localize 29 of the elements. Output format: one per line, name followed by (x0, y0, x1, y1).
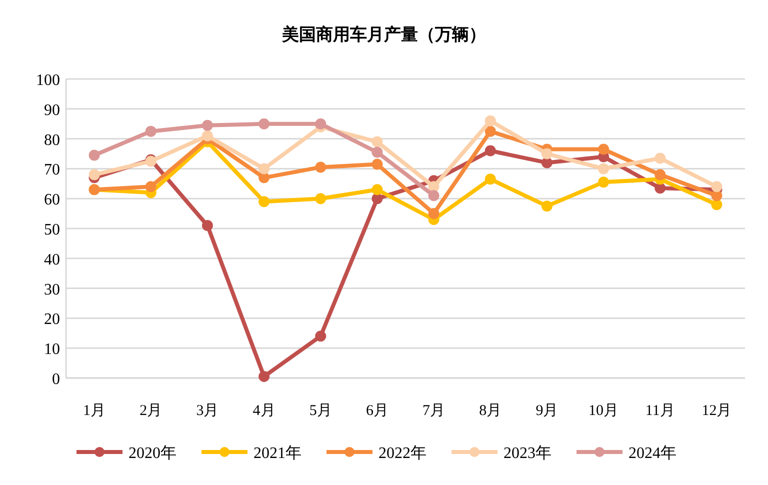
chart-title: 美国商用车月产量（万辆） (281, 25, 486, 44)
x-tick-label: 6月 (366, 403, 388, 419)
x-tick-label: 3月 (196, 403, 219, 419)
legend-label: 2023年 (504, 445, 552, 462)
legend-label: 2020年 (128, 445, 176, 462)
x-tick-label: 5月 (309, 403, 332, 419)
x-tick-label: 8月 (479, 403, 502, 419)
y-tick-label: 20 (44, 311, 60, 328)
y-tick-label: 30 (44, 281, 60, 298)
x-tick-label: 9月 (536, 403, 558, 419)
y-tick-label: 100 (36, 72, 60, 89)
x-tick-label: 1月 (83, 403, 106, 419)
y-tick-label: 60 (44, 192, 60, 209)
x-tick-label: 10月 (588, 403, 619, 419)
legend-label: 2021年 (254, 445, 302, 462)
legend-label: 2024年 (628, 445, 676, 462)
x-tick-label: 2月 (140, 403, 162, 419)
y-tick-label: 10 (44, 341, 60, 358)
legend-label: 2022年 (378, 445, 426, 462)
x-tick-label: 12月 (702, 403, 732, 419)
y-tick-label: 70 (44, 162, 60, 179)
y-tick-label: 80 (44, 132, 60, 149)
x-tick-label: 11月 (645, 403, 675, 419)
y-tick-label: 90 (44, 102, 60, 119)
y-tick-label: 40 (44, 251, 60, 268)
x-tick-label: 7月 (422, 403, 446, 419)
y-tick-label: 0 (52, 371, 60, 388)
y-tick-label: 50 (44, 222, 60, 238)
x-tick-label: 4月 (252, 403, 276, 419)
